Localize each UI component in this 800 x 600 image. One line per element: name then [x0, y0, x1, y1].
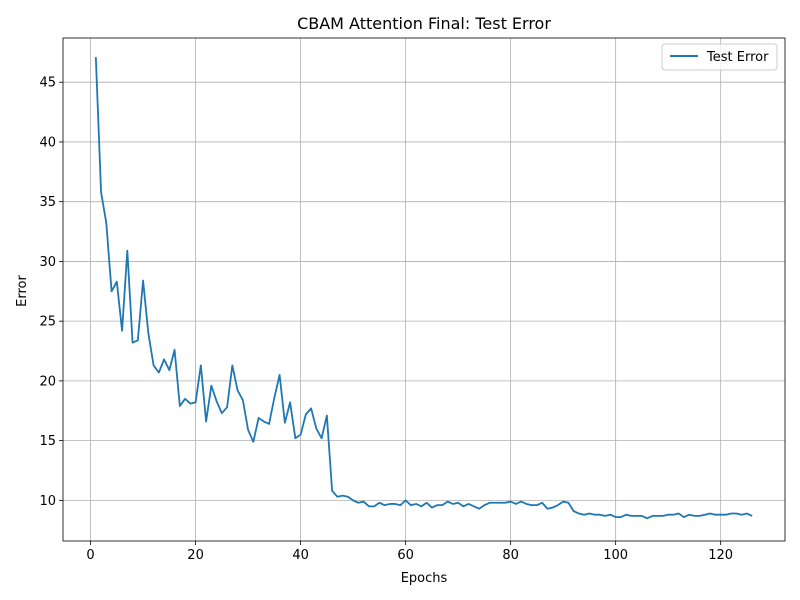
- y-tick-label: 25: [39, 315, 56, 330]
- series-line-test-error: [94, 57, 753, 520]
- x-axis-label: Epochs: [401, 571, 448, 586]
- legend-box: [661, 43, 778, 71]
- chart-title: CBAM Attention Final: Test Error: [297, 14, 551, 33]
- y-tick-label: 40: [39, 135, 56, 150]
- series-layer: [94, 57, 753, 520]
- x-tick-label: 120: [708, 548, 733, 563]
- y-tick-label: 45: [39, 76, 56, 91]
- y-tick-label: 30: [39, 255, 56, 270]
- grid: [63, 38, 785, 541]
- y-tick-label: 15: [39, 434, 56, 449]
- plot-frame: [62, 37, 786, 542]
- legend-label: Test Error: [706, 50, 769, 65]
- ticks: 0 20 40 60 80 100 120 10 15 20 25 30 35 40 45: [39, 76, 733, 563]
- x-tick-label: 0: [86, 548, 94, 563]
- y-tick-label: 20: [39, 374, 56, 389]
- legend: Test Error: [661, 43, 778, 71]
- x-tick-label: 100: [603, 548, 628, 563]
- x-tick-label: 40: [292, 548, 309, 563]
- y-tick-label: 35: [39, 195, 56, 210]
- y-axis-label: Error: [15, 275, 30, 307]
- x-tick-label: 20: [187, 548, 204, 563]
- x-tick-label: 60: [397, 548, 414, 563]
- y-tick-label: 10: [39, 494, 56, 509]
- x-tick-label: 80: [502, 548, 519, 563]
